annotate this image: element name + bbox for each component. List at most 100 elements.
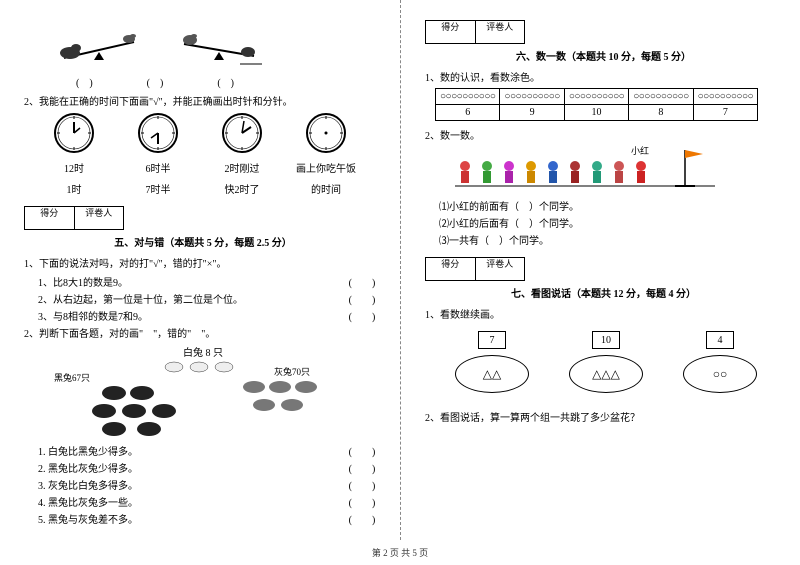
num-cell-1: 6 — [436, 105, 500, 121]
dots-cell-4: ○○○○○○○○○○ — [629, 89, 693, 105]
black-rabbit-label: 黑兔67只 — [54, 371, 90, 384]
q7-1-text: 1、看数继续画。 — [425, 306, 782, 321]
blank-paren: ( ) — [342, 460, 382, 475]
dots-cell-1: ○○○○○○○○○○ — [436, 89, 500, 105]
q5-2-list: 1. 白兔比黑兔少得多。( ) 2. 黑兔比灰兔少得多。( ) 3. 灰兔比白兔… — [38, 443, 382, 526]
clock-labels-top: 12时 6时半 2时刚过 画上你吃午饭 — [44, 160, 382, 175]
oval-1-content: △△ — [483, 367, 501, 382]
clock-item-2 — [128, 112, 188, 156]
seesaw-parens: ( ) ( ) ( ) — [76, 74, 382, 89]
oval-1-shape: △△ — [455, 355, 529, 393]
clock-1-icon — [53, 112, 95, 154]
dots-cell-2: ○○○○○○○○○○ — [500, 89, 564, 105]
q5-2-text: 2、判断下面各题，对的画" "，错的" "。 — [24, 325, 382, 340]
clock-labels-bot: 1时 7时半 快2时了 的时间 — [44, 181, 382, 196]
q5-1-list: 1、比8大1的数是9。( ) 2、从右边起，第一位是十位，第二位是个位。( ) … — [38, 274, 382, 323]
num-cell-4: 8 — [629, 105, 693, 121]
clock-4-top: 画上你吃午饭 — [296, 160, 356, 175]
children-queue-figure: 小红 — [445, 146, 782, 192]
oval-item-2: 10 △△△ — [569, 331, 643, 393]
reviewer-label: 评卷人 — [476, 21, 525, 43]
q6-2-item-3: ⑶一共有（ ）个同学。 — [439, 232, 782, 247]
q6-1-text: 1、数的认识，看数涂色。 — [425, 69, 782, 84]
score-box-6: 得分 评卷人 — [425, 20, 525, 44]
rabbits-figure: 黑兔67只 灰兔70只 — [54, 359, 382, 439]
q6-2-item-2: ⑵小红的后面有（ ）个同学。 — [439, 215, 782, 230]
seesaw-2-icon — [174, 20, 264, 70]
xiaohong-label: 小红 — [631, 144, 649, 157]
clocks-row — [44, 112, 382, 156]
blank-paren: ( ) — [342, 308, 382, 323]
q2-text: 2、我能在正确的时间下面画"√"，并能正确画出时针和分针。 — [24, 93, 382, 108]
oval-2-content: △△△ — [592, 367, 620, 382]
num-cell-3: 10 — [564, 105, 628, 121]
table-row: 6 9 10 8 7 — [436, 105, 758, 121]
q5-2-item-4: 4. 黑兔比灰兔多一些。 — [38, 494, 342, 509]
clock-3-bot: 快2时了 — [212, 181, 272, 196]
blank-paren: ( ) — [342, 511, 382, 526]
oval-3-shape: ○○ — [683, 355, 757, 393]
dots-cell-5: ○○○○○○○○○○ — [693, 89, 757, 105]
blank-paren: ( ) — [342, 274, 382, 289]
q5-2-item-3: 3. 灰兔比白兔多得多。 — [38, 477, 342, 492]
clock-item-4 — [296, 112, 356, 156]
seesaw-figures-row — [54, 20, 382, 70]
section-7-title: 七、看图说话（本题共 12 分，每题 4 分） — [425, 285, 782, 300]
q5-2-item-2: 2. 黑兔比灰兔少得多。 — [38, 460, 342, 475]
clock-2-icon — [137, 112, 179, 154]
q7-2-text: 2、看图说话，算一算两个组一共跳了多少盆花？ — [425, 409, 782, 424]
clock-3-top: 2时刚过 — [212, 160, 272, 175]
score-label: 得分 — [426, 21, 476, 43]
num-cell-2: 9 — [500, 105, 564, 121]
clock-3-icon — [221, 112, 263, 154]
oval-3-content: ○○ — [713, 367, 728, 382]
score-label: 得分 — [426, 258, 476, 280]
q6-2-text: 2、数一数。 — [425, 127, 782, 142]
white-rabbit-label: 白兔 8 只 — [24, 344, 382, 359]
oval-1-num: 7 — [478, 331, 506, 349]
q5-1-item-2: 2、从右边起，第一位是十位，第二位是个位。 — [38, 291, 342, 306]
clock-2-bot: 7时半 — [128, 181, 188, 196]
clock-4-icon — [305, 112, 347, 154]
clock-item-1 — [44, 112, 104, 156]
q5-2-item-1: 1. 白兔比黑兔少得多。 — [38, 443, 342, 458]
gray-rabbit-label: 灰兔70只 — [274, 365, 310, 378]
score-box-7: 得分 评卷人 — [425, 257, 525, 281]
blank-paren: ( ) — [342, 494, 382, 509]
queue-icon — [445, 146, 745, 192]
oval-item-3: 4 ○○ — [683, 331, 757, 393]
ovals-row: 7 △△ 10 △△△ 4 ○○ — [455, 331, 782, 393]
q6-2-item-1: ⑴小红的前面有（ ）个同学。 — [439, 198, 782, 213]
page-footer: 第 2 页 共 5 页 — [0, 546, 800, 559]
paren-3: ( ) — [217, 74, 234, 89]
clock-1-top: 12时 — [44, 160, 104, 175]
q5-1-item-1: 1、比8大1的数是9。 — [38, 274, 342, 289]
right-column: 得分 评卷人 六、数一数（本题共 10 分，每题 5 分） 1、数的认识，看数涂… — [400, 0, 800, 540]
section-5-title: 五、对与错（本题共 5 分，每题 2.5 分） — [24, 234, 382, 249]
oval-2-num: 10 — [592, 331, 620, 349]
q5-1-item-3: 3、与8相邻的数是7和9。 — [38, 308, 342, 323]
oval-2-shape: △△△ — [569, 355, 643, 393]
q5-1-text: 1、下面的说法对吗，对的打"√"，错的打"×"。 — [24, 255, 382, 270]
section-6-title: 六、数一数（本题共 10 分，每题 5 分） — [425, 48, 782, 63]
oval-item-1: 7 △△ — [455, 331, 529, 393]
counting-table: ○○○○○○○○○○ ○○○○○○○○○○ ○○○○○○○○○○ ○○○○○○○… — [435, 88, 758, 121]
blank-paren: ( ) — [342, 477, 382, 492]
paren-2: ( ) — [147, 74, 164, 89]
seesaw-1-icon — [54, 20, 144, 70]
oval-3-num: 4 — [706, 331, 734, 349]
clock-4-bot: 的时间 — [296, 181, 356, 196]
clock-2-top: 6时半 — [128, 160, 188, 175]
blank-paren: ( ) — [342, 443, 382, 458]
score-box-5: 得分 评卷人 — [24, 206, 124, 230]
q6-2-list: ⑴小红的前面有（ ）个同学。 ⑵小红的后面有（ ）个同学。 ⑶一共有（ ）个同学… — [439, 198, 782, 247]
num-cell-5: 7 — [693, 105, 757, 121]
score-label: 得分 — [25, 207, 75, 229]
reviewer-label: 评卷人 — [476, 258, 525, 280]
dots-cell-3: ○○○○○○○○○○ — [564, 89, 628, 105]
clock-item-3 — [212, 112, 272, 156]
clock-1-bot: 1时 — [44, 181, 104, 196]
blank-paren: ( ) — [342, 291, 382, 306]
q5-2-item-5: 5. 黑兔与灰兔差不多。 — [38, 511, 342, 526]
table-row: ○○○○○○○○○○ ○○○○○○○○○○ ○○○○○○○○○○ ○○○○○○○… — [436, 89, 758, 105]
